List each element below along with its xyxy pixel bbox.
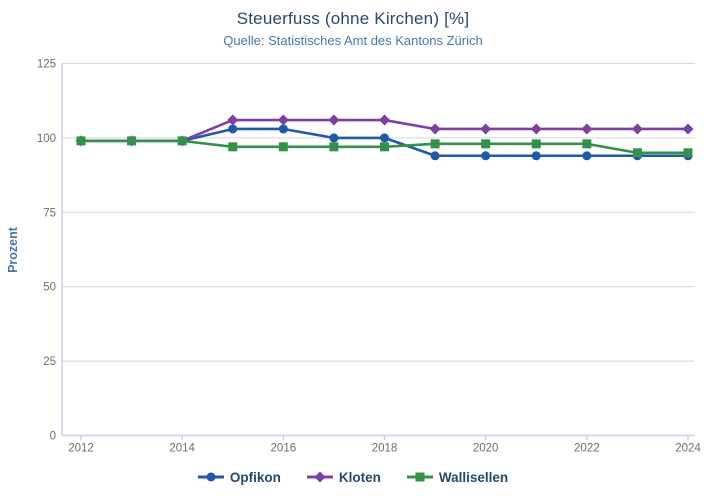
data-point-wallisellen-2013[interactable] [127, 136, 137, 146]
data-point-wallisellen-2021[interactable] [531, 139, 541, 149]
legend-label: Wallisellen [438, 469, 509, 485]
y-tick-label-25: 25 [43, 356, 56, 368]
y-tick-label-75: 75 [43, 207, 56, 219]
data-point-opfikon-2018[interactable] [380, 133, 389, 143]
data-point-kloten-2017[interactable] [328, 114, 340, 126]
y-tick-labels: 0 25 50 75 100 125 [37, 59, 56, 443]
data-point-wallisellen-2020[interactable] [481, 139, 491, 149]
data-point-kloten-2019[interactable] [429, 123, 441, 135]
data-point-kloten-2016[interactable] [277, 114, 289, 126]
data-point-opfikon-2022[interactable] [582, 151, 592, 161]
legend-item-opfikon[interactable]: Opfikon [197, 469, 281, 485]
y-tick-label-125: 125 [37, 59, 56, 71]
series-wallisellen[interactable] [76, 136, 693, 158]
data-point-kloten-2021[interactable] [530, 123, 542, 135]
axes [61, 63, 695, 437]
x-tick-labels: 2012 2014 2016 2018 2020 2022 2024 [68, 435, 701, 455]
data-point-wallisellen-2019[interactable] [430, 139, 440, 149]
data-point-opfikon-2021[interactable] [531, 151, 541, 161]
x-tick-label-2014: 2014 [169, 443, 195, 455]
data-point-wallisellen-2018[interactable] [380, 142, 389, 152]
data-point-wallisellen-2016[interactable] [278, 142, 288, 152]
legend-label: Opfikon [229, 469, 281, 485]
circle-glyph [206, 472, 216, 482]
chart-title: Steuerfuss (ohne Kirchen) [%] [236, 9, 470, 28]
square-glyph [415, 472, 425, 482]
diamond-glyph [314, 471, 326, 483]
legend: Opfikon Kloten Wallisellen [0, 464, 706, 490]
x-tick-label-2024: 2024 [675, 443, 701, 455]
data-point-wallisellen-2024[interactable] [683, 148, 693, 158]
data-point-kloten-2023[interactable] [631, 123, 643, 135]
y-tick-label-100: 100 [37, 133, 56, 145]
data-point-wallisellen-2014[interactable] [177, 136, 187, 146]
x-tick-label-2020: 2020 [473, 443, 499, 455]
square-marker-icon [406, 472, 433, 482]
data-point-opfikon-2017[interactable] [329, 133, 339, 143]
data-point-kloten-2015[interactable] [227, 114, 239, 126]
x-tick-label-2012: 2012 [68, 443, 94, 455]
x-tick-label-2022: 2022 [574, 443, 600, 455]
data-point-opfikon-2016[interactable] [278, 124, 288, 134]
data-point-wallisellen-2017[interactable] [329, 142, 339, 152]
x-tick-label-2018: 2018 [372, 443, 398, 455]
y-tick-label-0: 0 [50, 431, 56, 443]
legend-item-kloten[interactable]: Kloten [306, 469, 381, 485]
data-point-wallisellen-2023[interactable] [632, 148, 642, 158]
data-point-kloten-2022[interactable] [581, 123, 593, 135]
data-point-kloten-2020[interactable] [480, 123, 492, 135]
circle-marker-icon [197, 472, 224, 482]
data-point-wallisellen-2012[interactable] [76, 136, 86, 146]
data-point-wallisellen-2022[interactable] [582, 139, 592, 149]
data-point-opfikon-2019[interactable] [430, 151, 440, 161]
data-point-opfikon-2015[interactable] [228, 124, 238, 134]
y-tick-label-50: 50 [43, 282, 56, 294]
chart-subtitle: Quelle: Statistisches Amt des Kantons Zü… [223, 33, 483, 48]
data-point-kloten-2024[interactable] [682, 123, 694, 135]
diamond-marker-icon [306, 471, 333, 483]
data-point-wallisellen-2015[interactable] [228, 142, 238, 152]
x-tick-label-2016: 2016 [271, 443, 297, 455]
data-point-opfikon-2020[interactable] [481, 151, 491, 161]
data-point-kloten-2018[interactable] [379, 114, 390, 126]
legend-item-wallisellen[interactable]: Wallisellen [406, 469, 509, 485]
gridlines [62, 63, 695, 362]
legend-label: Kloten [338, 469, 381, 485]
